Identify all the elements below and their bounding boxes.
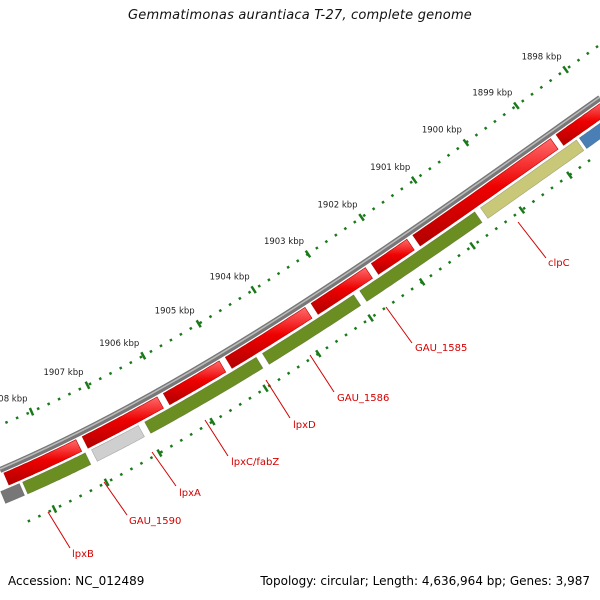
gene-label[interactable]: lpxC/fabZ bbox=[231, 457, 279, 468]
inner-tick bbox=[156, 448, 163, 458]
forward-gene-arrow[interactable] bbox=[555, 102, 600, 146]
gene-label-leader bbox=[385, 306, 413, 344]
reverse-strand-genes bbox=[0, 115, 600, 504]
inner-tick bbox=[103, 478, 110, 487]
major-tick bbox=[410, 176, 418, 185]
inner-tick bbox=[51, 504, 58, 514]
inner-tick bbox=[469, 241, 476, 250]
major-tick bbox=[140, 351, 147, 360]
gene-label[interactable]: lpxA bbox=[179, 488, 201, 499]
kbp-label: 1908 kbp bbox=[0, 395, 28, 405]
gene-label[interactable]: GAU_1585 bbox=[415, 343, 467, 354]
map-title: Gemmatimonas aurantiaca T-27, complete g… bbox=[127, 8, 473, 23]
gene-label-leader bbox=[517, 221, 547, 259]
major-tick bbox=[84, 381, 91, 390]
major-tick bbox=[195, 319, 202, 328]
forward-gene-arrow[interactable] bbox=[224, 306, 313, 369]
gene-label[interactable]: lpxD bbox=[293, 420, 316, 431]
inner-tick bbox=[518, 206, 526, 215]
forward-gene-arrow[interactable] bbox=[370, 238, 415, 275]
gene-label-leader bbox=[151, 451, 177, 487]
major-tick bbox=[562, 65, 569, 74]
reverse-gene-arrow[interactable] bbox=[578, 115, 600, 150]
kbp-label: 1901 kbp bbox=[370, 163, 410, 173]
kbp-label: 1902 kbp bbox=[318, 200, 358, 210]
reverse-gene-arrow[interactable] bbox=[359, 211, 483, 302]
major-tick bbox=[304, 250, 312, 259]
gene-label-leader bbox=[309, 354, 335, 393]
kbp-label: 1906 kbp bbox=[99, 339, 139, 349]
inner-tick bbox=[262, 384, 269, 393]
inner-tick bbox=[315, 349, 322, 358]
gene-label-leader bbox=[265, 379, 291, 419]
kbp-label: 1904 kbp bbox=[210, 273, 250, 283]
gene-label-leader bbox=[204, 419, 229, 457]
inner-ticks bbox=[51, 171, 573, 514]
kbp-label: 1900 kbp bbox=[422, 126, 462, 136]
gene-label-leader bbox=[47, 511, 71, 549]
forward-gene-arrow[interactable] bbox=[3, 439, 83, 486]
reverse-gene-arrow[interactable] bbox=[144, 356, 264, 434]
major-tick bbox=[28, 407, 35, 416]
major-tick bbox=[250, 285, 257, 294]
gene-label[interactable]: GAU_1590 bbox=[129, 516, 181, 527]
genome-summary-text: Topology: circular; Length: 4,636,964 bp… bbox=[260, 574, 590, 588]
reverse-gene-arrow[interactable] bbox=[22, 452, 92, 495]
gene-labels: clpC GAU_1585 GAU_1586 lpxD lpxC/fabZ lpxA GAU… bbox=[47, 221, 570, 560]
major-tick bbox=[462, 138, 470, 147]
reverse-gene-arrow[interactable] bbox=[479, 139, 585, 219]
inner-tick bbox=[367, 313, 374, 323]
kbp-label: 1898 kbp bbox=[522, 53, 562, 63]
kbp-label: 1903 kbp bbox=[264, 237, 304, 247]
gene-label[interactable]: GAU_1586 bbox=[337, 393, 389, 404]
kbp-label: 1905 kbp bbox=[155, 307, 195, 317]
inner-tick bbox=[566, 171, 573, 180]
reverse-gene-arrow[interactable] bbox=[261, 294, 362, 365]
forward-gene-arrow[interactable] bbox=[310, 267, 373, 315]
accession-text: Accession: NC_012489 bbox=[8, 574, 145, 588]
major-tick bbox=[513, 101, 520, 110]
gene-label[interactable]: lpxB bbox=[72, 549, 94, 560]
gene-label[interactable]: clpC bbox=[548, 258, 570, 269]
forward-gene-arrow[interactable] bbox=[162, 360, 227, 406]
kbp-labels: 1898 kbp 1899 kbp 1900 kbp 1901 kbp 1902 kbp… bbox=[0, 53, 562, 405]
inner-dotted-scale bbox=[19, 158, 591, 527]
kbp-label: 1899 kbp bbox=[472, 89, 512, 99]
inner-tick bbox=[418, 277, 426, 286]
reverse-gene-arrow[interactable] bbox=[0, 483, 26, 504]
major-tick bbox=[358, 213, 365, 222]
inner-tick bbox=[209, 417, 216, 426]
forward-gene-arrow[interactable] bbox=[412, 138, 559, 247]
reverse-gene-arrow[interactable] bbox=[90, 424, 145, 462]
kbp-label: 1907 kbp bbox=[43, 368, 83, 378]
backbone-ring bbox=[0, 95, 600, 473]
gene-label-leader bbox=[103, 481, 128, 516]
backbone-highlight bbox=[0, 96, 600, 470]
forward-gene-arrow[interactable] bbox=[81, 396, 164, 449]
major-ticks bbox=[28, 65, 569, 416]
outer-dotted-scale bbox=[0, 44, 599, 427]
forward-strand-genes bbox=[3, 102, 600, 486]
